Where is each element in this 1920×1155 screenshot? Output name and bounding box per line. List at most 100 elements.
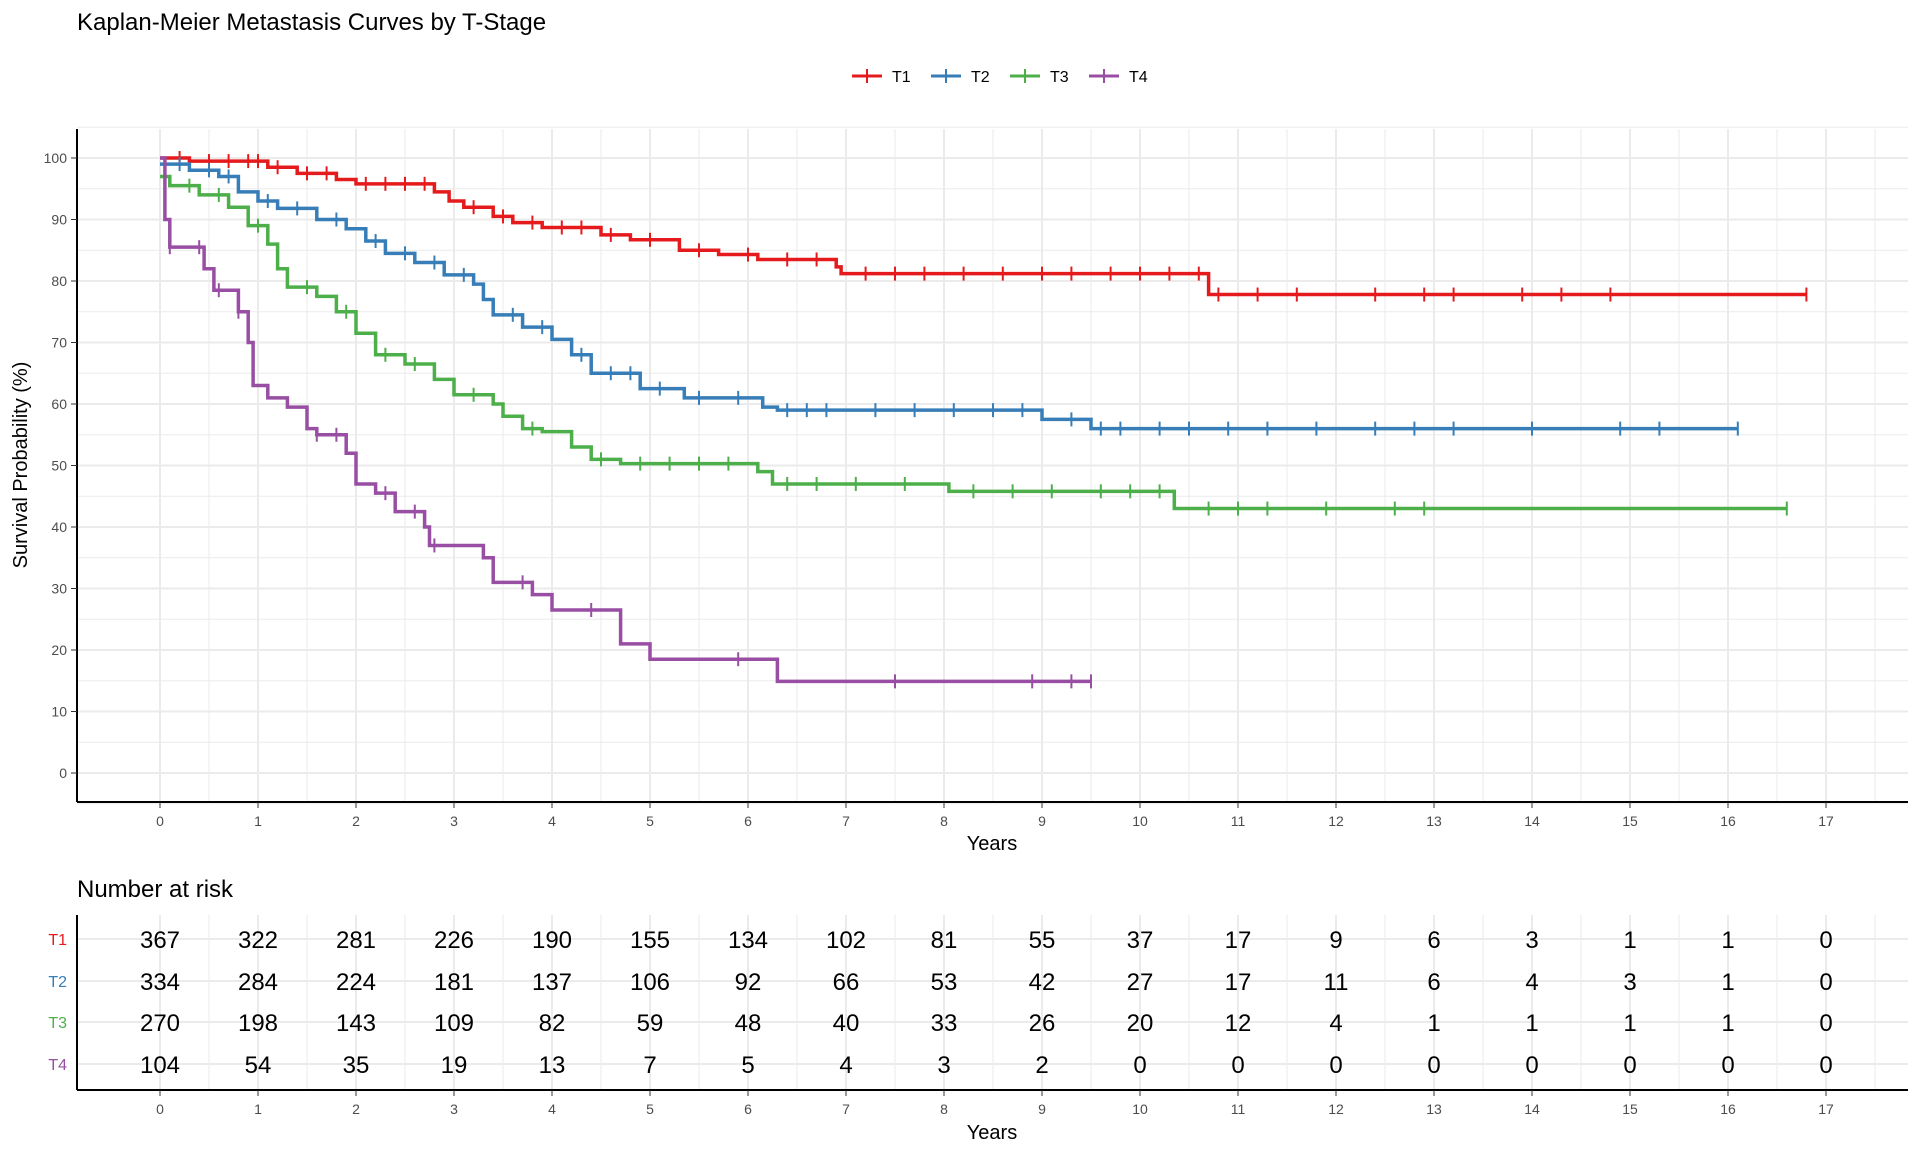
risk-count: 33 [931,1010,958,1037]
x-tick-label: 1 [254,813,262,829]
x-tick-label: 14 [1524,813,1540,829]
survival-curve-T1 [160,156,1807,297]
table-x-tick-label: 1 [254,1101,262,1117]
risk-count: 134 [728,927,768,954]
risk-count: 0 [1329,1052,1342,1079]
legend-label: T1 [892,69,911,86]
x-tick-label: 8 [940,813,948,829]
risk-count: 66 [833,969,860,996]
risk-count: 53 [931,969,958,996]
y-tick-label: 70 [51,335,67,351]
risk-count: 17 [1225,969,1252,996]
table-x-tick-label: 8 [940,1101,948,1117]
risk-count: 12 [1225,1010,1252,1037]
risk-count: 190 [532,927,572,954]
risk-count: 367 [140,927,180,954]
y-tick-label: 0 [59,765,67,781]
x-axis-label: Years [967,833,1017,855]
risk-count: 226 [434,927,474,954]
x-tick-label: 13 [1426,813,1442,829]
x-tick-label: 17 [1818,813,1834,829]
y-axis-label: Survival Probability (%) [10,362,32,569]
y-tick-label: 60 [51,396,67,412]
risk-count: 181 [434,969,474,996]
risk-row-label: T4 [48,1057,67,1074]
x-tick-label: 9 [1038,813,1046,829]
x-tick-label: 7 [842,813,850,829]
x-tick-label: 5 [646,813,654,829]
risk-count: 109 [434,1010,474,1037]
risk-count: 35 [343,1052,370,1079]
risk-count: 3 [937,1052,950,1079]
risk-count: 1 [1525,1010,1538,1037]
table-x-tick-label: 2 [352,1101,360,1117]
risk-count: 40 [833,1010,860,1037]
risk-count: 224 [336,969,376,996]
risk-count: 55 [1029,927,1056,954]
risk-count: 9 [1329,927,1342,954]
risk-count: 17 [1225,927,1252,954]
y-tick-label: 50 [51,458,67,474]
legend-label: T4 [1129,69,1148,86]
risk-count: 20 [1127,1010,1154,1037]
risk-count: 322 [238,927,278,954]
risk-count: 0 [1231,1052,1244,1079]
risk-row-label: T3 [48,1015,67,1032]
risk-count: 42 [1029,969,1056,996]
risk-count: 2 [1035,1052,1048,1079]
risk-count: 11 [1324,969,1349,996]
risk-count: 1 [1623,927,1636,954]
y-tick-label: 80 [51,273,67,289]
x-tick-label: 11 [1231,813,1246,829]
risk-count: 0 [1525,1052,1538,1079]
risk-count: 137 [532,969,572,996]
x-tick-label: 3 [450,813,458,829]
risk-count: 92 [735,969,762,996]
risk-count: 54 [245,1052,272,1079]
risk-count: 6 [1427,969,1440,996]
risk-count: 27 [1127,969,1154,996]
risk-table-title: Number at risk [77,876,234,903]
risk-count: 270 [140,1010,180,1037]
table-x-tick-label: 11 [1231,1101,1246,1117]
x-tick-label: 2 [352,813,360,829]
risk-count: 1 [1721,927,1734,954]
risk-count: 0 [1819,1010,1832,1037]
risk-count: 3 [1623,969,1636,996]
table-x-axis-label: Years [967,1122,1017,1144]
risk-count: 0 [1133,1052,1146,1079]
y-tick-label: 10 [51,704,67,720]
legend-label: T2 [971,69,990,86]
y-tick-label: 30 [51,581,67,597]
table-x-tick-label: 6 [744,1101,752,1117]
risk-count: 7 [643,1052,656,1079]
y-tick-label: 40 [51,519,67,535]
y-tick-label: 20 [51,642,67,658]
y-tick-label: 100 [44,150,68,166]
risk-count: 102 [826,927,866,954]
x-tick-label: 6 [744,813,752,829]
table-x-tick-label: 12 [1328,1101,1344,1117]
risk-count: 13 [539,1052,566,1079]
table-x-tick-label: 17 [1818,1101,1834,1117]
risk-count: 48 [735,1010,762,1037]
risk-count: 4 [839,1052,852,1079]
risk-count: 1 [1427,1010,1440,1037]
risk-count: 281 [336,927,376,954]
risk-count: 0 [1819,969,1832,996]
risk-row-label: T2 [48,974,67,991]
table-x-tick-label: 13 [1426,1101,1442,1117]
x-tick-label: 0 [156,813,164,829]
chart-title: Kaplan-Meier Metastasis Curves by T-Stag… [77,9,546,36]
risk-count: 1 [1721,969,1734,996]
table-x-tick-label: 7 [842,1101,850,1117]
risk-count: 0 [1623,1052,1636,1079]
y-tick-label: 90 [51,212,67,228]
risk-count: 37 [1127,927,1154,954]
table-x-tick-label: 9 [1038,1101,1046,1117]
risk-count: 59 [637,1010,664,1037]
risk-count: 26 [1029,1010,1056,1037]
x-tick-label: 10 [1132,813,1148,829]
